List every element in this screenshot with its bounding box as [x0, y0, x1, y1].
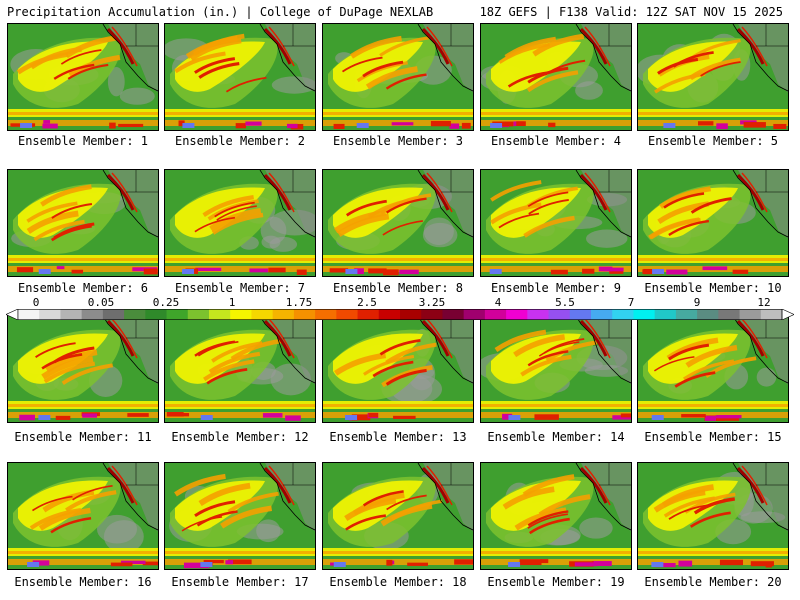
ensemble-member-caption: Ensemble Member: 3	[332, 134, 464, 148]
ensemble-member-caption: Ensemble Member: 5	[647, 134, 779, 148]
ensemble-map-panel	[164, 23, 316, 131]
colorbar-tick-label: 2.5	[357, 296, 377, 309]
colorbar-tick-label: 5.5	[555, 296, 575, 309]
colorbar-tick-label: 1	[228, 296, 236, 309]
ensemble-map-panel	[322, 169, 474, 277]
colorbar-swatch	[527, 309, 549, 320]
colorbar-tick-label: 3.25	[418, 296, 446, 309]
model-run-info: 18Z GEFS | F138 Valid: 12Z SAT NOV 15 20…	[479, 5, 783, 19]
colorbar-swatch	[230, 309, 252, 320]
map-title: Precipitation Accumulation (in.) | Colle…	[7, 5, 434, 19]
ensemble-member-caption: Ensemble Member: 8	[332, 281, 464, 295]
colorbar-swatch	[60, 309, 83, 320]
colorbar-tick-label: 0.25	[152, 296, 180, 309]
colorbar-swatch	[378, 309, 401, 320]
ensemble-member-caption: Ensemble Member: 9	[490, 281, 622, 295]
ensemble-map-panel	[7, 462, 159, 570]
ensemble-member-caption: Ensemble Member: 6	[17, 281, 149, 295]
ensemble-member-caption: Ensemble Member: 7	[174, 281, 306, 295]
ensemble-map-panel	[7, 169, 159, 277]
colorbar-swatch	[124, 309, 146, 320]
colorbar-swatch	[484, 309, 507, 320]
ensemble-member-caption: Ensemble Member: 19	[487, 575, 625, 589]
colorbar-tick-label: 0.05	[87, 296, 115, 309]
colorbar-swatch	[612, 309, 634, 320]
ensemble-map-panel	[480, 169, 632, 277]
colorbar-swatch	[251, 309, 274, 320]
ensemble-member-caption: Ensemble Member: 15	[644, 430, 782, 444]
colorbar-swatch	[548, 309, 571, 320]
ensemble-member-caption: Ensemble Member: 11	[14, 430, 152, 444]
ensemble-member-caption: Ensemble Member: 10	[644, 281, 782, 295]
ensemble-member-caption: Ensemble Member: 17	[171, 575, 309, 589]
ensemble-map-panel	[480, 23, 632, 131]
colorbar-tick-label: 4	[494, 296, 502, 309]
ensemble-map-panel	[637, 462, 789, 570]
ensemble-member-caption: Ensemble Member: 4	[490, 134, 622, 148]
ensemble-member-caption: Ensemble Member: 13	[329, 430, 467, 444]
colorbar-swatch	[166, 309, 189, 320]
colorbar-tick-label: 1.75	[285, 296, 313, 309]
colorbar-swatch	[739, 309, 762, 320]
colorbar-swatch	[400, 309, 422, 320]
ensemble-member-caption: Ensemble Member: 16	[14, 575, 152, 589]
ensemble-map-panel	[322, 462, 474, 570]
colorbar-swatch	[463, 309, 486, 320]
ensemble-map-panel	[7, 315, 159, 423]
colorbar-swatch	[591, 309, 613, 320]
ensemble-member-caption: Ensemble Member: 18	[329, 575, 467, 589]
ensemble-map-panel	[480, 315, 632, 423]
colorbar-swatch	[81, 309, 104, 320]
colorbar-swatch	[272, 309, 295, 320]
colorbar-swatch	[569, 309, 592, 320]
ensemble-map-panel	[164, 169, 316, 277]
colorbar-max-arrow	[781, 309, 794, 320]
colorbar-swatch	[187, 309, 210, 320]
ensemble-map-panel	[480, 462, 632, 570]
ensemble-member-caption: Ensemble Member: 20	[644, 575, 782, 589]
colorbar-tick-label: 9	[693, 296, 701, 309]
colorbar-tick-label: 12	[757, 296, 771, 309]
ensemble-map-panel	[637, 315, 789, 423]
ensemble-member-caption: Ensemble Member: 1	[17, 134, 149, 148]
colorbar-swatch	[145, 309, 167, 320]
colorbar-swatch	[760, 309, 783, 320]
colorbar-swatch	[421, 309, 443, 320]
ensemble-member-caption: Ensemble Member: 12	[171, 430, 309, 444]
colorbar-swatch	[18, 309, 40, 320]
ensemble-map-panel	[322, 23, 474, 131]
colorbar-swatch	[633, 309, 656, 320]
colorbar-swatch	[39, 309, 61, 320]
colorbar-swatch	[209, 309, 231, 320]
ensemble-map-panel	[637, 23, 789, 131]
colorbar-tick-label: 0	[32, 296, 40, 309]
ensemble-member-caption: Ensemble Member: 2	[174, 134, 306, 148]
colorbar-swatch	[336, 309, 358, 320]
colorbar-swatch	[315, 309, 337, 320]
colorbar-swatch	[442, 309, 465, 320]
colorbar-swatch	[654, 309, 677, 320]
colorbar-swatch	[718, 309, 740, 320]
ensemble-map-panel	[637, 169, 789, 277]
colorbar-swatch	[357, 309, 380, 320]
colorbar-tick-label: 7	[627, 296, 635, 309]
ensemble-map-panel	[164, 462, 316, 570]
ensemble-member-caption: Ensemble Member: 14	[487, 430, 625, 444]
ensemble-map-panel	[7, 23, 159, 131]
ensemble-map-panel	[322, 315, 474, 423]
colorbar-swatch	[293, 309, 316, 320]
colorbar-swatch	[697, 309, 719, 320]
colorbar-swatch	[102, 309, 125, 320]
colorbar-swatch	[675, 309, 698, 320]
colorbar-swatch	[506, 309, 528, 320]
ensemble-map-panel	[164, 315, 316, 423]
colorbar-min-arrow	[6, 309, 19, 320]
precip-colorbar	[6, 309, 794, 320]
